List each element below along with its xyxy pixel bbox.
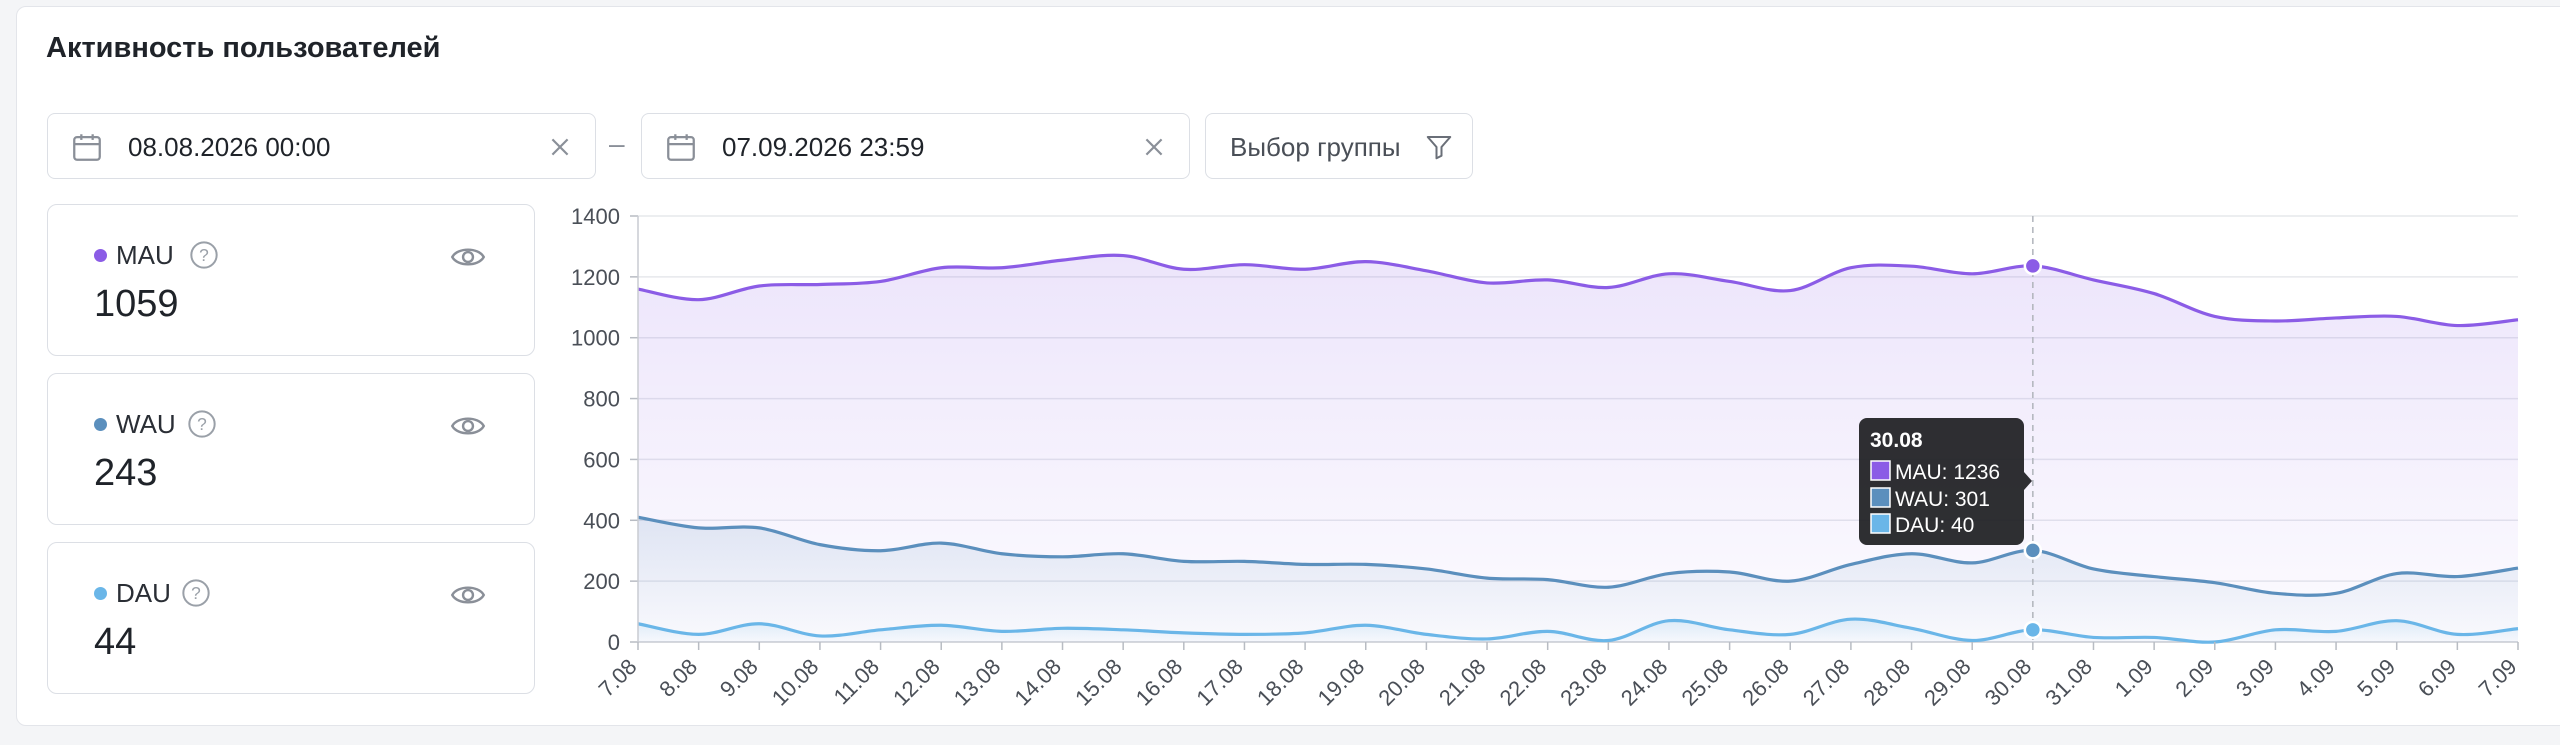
date-to-field[interactable]: 07.09.2026 23:59 (641, 113, 1190, 179)
tooltip-item-dau: DAU: 40 (1895, 514, 1974, 537)
x-tick-label: 6.09 (2413, 654, 2461, 702)
tooltip-date: 30.08 (1870, 429, 1923, 452)
help-icon[interactable]: ? (186, 408, 218, 440)
x-tick-label: 12.08 (888, 654, 945, 711)
metric-name: WAU (116, 409, 176, 439)
x-tick-label: 7.08 (594, 654, 642, 702)
tooltip-item-mau: MAU: 1236 (1895, 461, 2000, 484)
x-tick-label: 1.09 (2110, 654, 2158, 702)
y-tick-label: 1400 (571, 204, 620, 229)
x-tick-label: 7.09 (2474, 654, 2522, 702)
series-dot (94, 418, 107, 431)
group-select-label: Выбор группы (1230, 132, 1401, 162)
x-tick-label: 23.08 (1555, 654, 1612, 711)
x-tick-label: 27.08 (1798, 654, 1855, 711)
x-tick-label: 15.08 (1070, 654, 1127, 711)
x-tick-label: 2.09 (2170, 654, 2218, 702)
x-tick-label: 16.08 (1131, 654, 1188, 711)
metric-name: DAU (116, 578, 171, 608)
x-tick-label: 9.08 (715, 654, 763, 702)
tooltip-swatch (1870, 513, 1891, 534)
metric-value: 44 (94, 621, 137, 663)
help-icon[interactable]: ? (180, 577, 212, 609)
group-select-button[interactable]: Выбор группы (1205, 113, 1473, 179)
metric-card-dau: DAU ? 44 (47, 542, 535, 694)
metric-value: 1059 (94, 283, 179, 325)
tooltip-item-wau: WAU: 301 (1895, 488, 1990, 511)
svg-text:?: ? (197, 414, 207, 434)
x-tick-label: 8.08 (654, 654, 702, 702)
hover-point-mau (2023, 256, 2043, 276)
x-tick-label: 11.08 (829, 654, 884, 709)
svg-text:?: ? (199, 245, 209, 265)
x-tick-label: 13.08 (949, 654, 1006, 711)
clear-icon[interactable] (1141, 134, 1167, 160)
x-tick-label: 19.08 (1313, 654, 1370, 711)
x-tick-label: 5.09 (2352, 654, 2400, 702)
svg-text:?: ? (191, 583, 201, 603)
tooltip-swatch (1870, 460, 1891, 481)
x-tick-label: 10.08 (767, 654, 824, 711)
x-tick-label: 14.08 (1009, 654, 1066, 711)
x-tick-label: 28.08 (1858, 654, 1915, 711)
chart-tooltip: 30.08 MAU: 1236 WAU: 301 DAU: 40 (1859, 418, 2032, 545)
metric-card-mau: MAU ? 1059 (47, 204, 535, 356)
x-tick-label: 17.08 (1191, 654, 1248, 711)
hover-point-dau (2023, 620, 2043, 640)
date-from-value: 08.08.2026 00:00 (128, 132, 331, 162)
metric-value: 243 (94, 452, 158, 494)
x-tick-label: 20.08 (1373, 654, 1430, 711)
series-line-wau[interactable] (637, 515, 2519, 597)
hover-point-wau (2023, 541, 2043, 560)
x-tick-label: 25.08 (1677, 654, 1734, 711)
series-line-dau[interactable] (637, 617, 2519, 644)
eye-icon[interactable] (450, 579, 486, 611)
x-tick-label: 18.08 (1252, 654, 1309, 711)
date-range-separator: – (609, 128, 625, 159)
x-tick-label: 26.08 (1737, 654, 1794, 711)
tooltip-swatch (1870, 487, 1891, 508)
series-dot (94, 249, 107, 262)
x-tick-label: 24.08 (1616, 654, 1673, 711)
card-title: Активность пользователей (46, 32, 441, 64)
x-tick-label: 4.09 (2292, 654, 2340, 702)
metric-card-wau: WAU ? 243 (47, 373, 535, 525)
x-tick-label: 22.08 (1495, 654, 1552, 711)
filter-icon (1426, 136, 1452, 160)
x-tick-label: 30.08 (1980, 654, 2037, 711)
y-tick-label: 600 (583, 447, 620, 472)
series-dot (94, 587, 107, 600)
series-area-wau (638, 517, 2518, 642)
series-line-mau[interactable] (637, 253, 2519, 328)
calendar-icon (667, 134, 695, 161)
series-area-dau (638, 619, 2518, 643)
x-tick-label: 3.09 (2231, 654, 2279, 702)
y-tick-label: 200 (583, 569, 620, 594)
x-tick-label: 29.08 (1919, 654, 1976, 711)
date-to-value: 07.09.2026 23:59 (722, 132, 925, 162)
help-icon[interactable]: ? (188, 239, 220, 271)
eye-icon[interactable] (450, 410, 486, 442)
clear-icon[interactable] (547, 134, 573, 160)
x-tick-label: 21.08 (1434, 654, 1491, 711)
eye-icon[interactable] (450, 241, 486, 273)
y-tick-label: 800 (583, 387, 620, 412)
series-area-mau (638, 255, 2518, 643)
date-from-field[interactable]: 08.08.2026 00:00 (47, 113, 596, 179)
y-tick-label: 1000 (571, 326, 620, 351)
x-tick-label: 31.08 (2040, 654, 2097, 711)
y-tick-label: 400 (583, 508, 620, 533)
metric-name: MAU (116, 240, 174, 270)
y-tick-label: 1200 (571, 265, 620, 290)
calendar-icon (73, 134, 101, 161)
y-tick-label: 0 (608, 630, 620, 655)
